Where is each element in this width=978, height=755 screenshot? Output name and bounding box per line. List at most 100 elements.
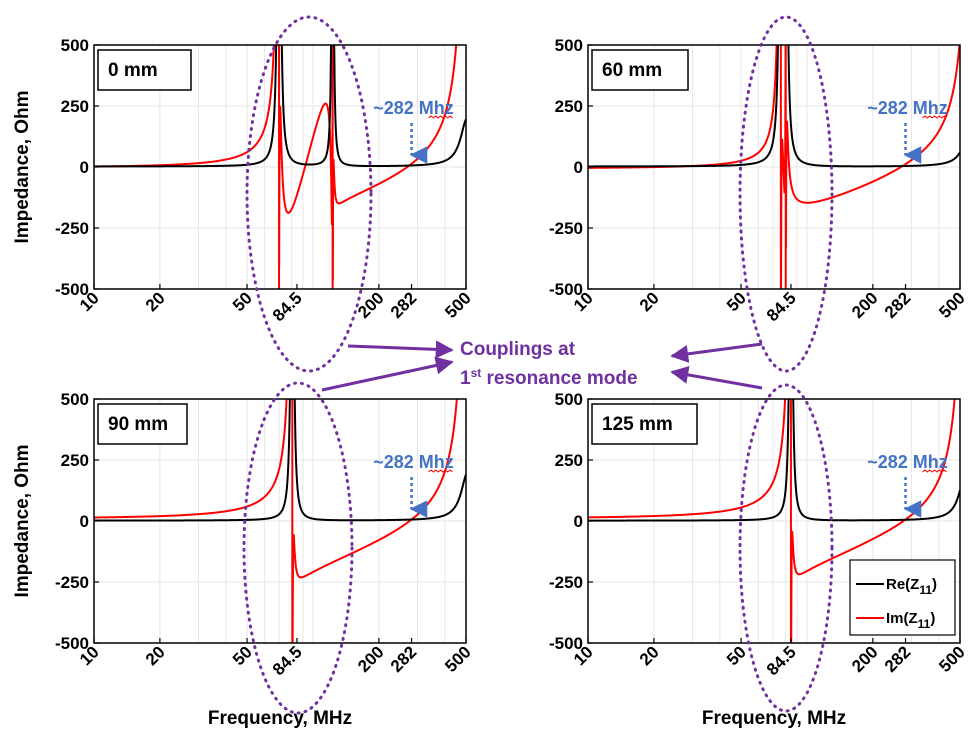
y-axis-label: Impedance, Ohm: [12, 90, 33, 243]
im-z11-line-segment-2: [331, 45, 458, 281]
x-tick-label: 282: [387, 642, 420, 675]
y-tick-label: 250: [61, 97, 89, 116]
legend-entry: Im(Z11): [886, 610, 935, 631]
spellcheck-squiggle: [922, 469, 947, 473]
y-axis-label: Impedance, Ohm: [12, 444, 33, 597]
y-tick-label: 0: [80, 158, 89, 177]
legend: Re(Z11) Im(Z11): [849, 559, 956, 636]
x-tick-label: 50: [229, 288, 256, 315]
x-tick-label: 282: [881, 642, 914, 675]
resonance-note: ~282 Mhz: [373, 452, 454, 518]
coupling-arrow-top-right: [670, 342, 763, 363]
resonance-note-text: ~282 Mhz: [373, 98, 454, 118]
re-z11-line: [94, 45, 466, 168]
spellcheck-squiggle: [428, 469, 453, 473]
re-z11-line: [588, 399, 960, 522]
x-tick-label: 50: [229, 642, 256, 669]
y-tick-label: 250: [555, 97, 583, 116]
y-tick-label: 500: [61, 36, 89, 55]
im-z11-line-segment-2: [784, 45, 960, 249]
x-tick-label: 200: [354, 288, 387, 321]
panel-title: 60 mm: [591, 49, 689, 91]
x-tick-label: 84.5: [269, 642, 306, 679]
x-axis-label: Frequency, MHz: [702, 708, 846, 729]
coupling-arrow-top-left: [347, 340, 454, 359]
re-z11-line: [94, 399, 466, 522]
im-z11-line-segment-1: [291, 399, 458, 643]
x-tick-label: 84.5: [763, 288, 800, 325]
coupling-arrow-bottom-right: [670, 365, 763, 390]
panel-title: 0 mm: [97, 49, 192, 91]
x-tick-label: 20: [142, 642, 169, 669]
panel-title-box: [591, 49, 689, 91]
coupling-ellipse: [738, 15, 834, 373]
x-tick-label: 50: [723, 288, 750, 315]
y-tick-label: -500: [55, 280, 89, 299]
coupling-text-line2: 1st resonance mode: [460, 366, 638, 389]
x-tick-label: 500: [441, 642, 474, 675]
y-tick-label: -250: [55, 219, 89, 238]
coupling-ellipse: [738, 383, 834, 713]
x-axis-label: Frequency, MHz: [208, 708, 352, 729]
panel-title-text: 125 mm: [602, 414, 673, 435]
y-tick-label: 500: [555, 36, 583, 55]
panel-title-box: [591, 403, 698, 445]
coupling-text-line1: Couplings at: [460, 339, 576, 360]
y-tick-label: 500: [555, 390, 583, 409]
im-z11-line-segment-1: [790, 399, 956, 643]
coupling-ellipse: [242, 381, 354, 715]
y-tick-label: -500: [549, 634, 583, 653]
im-z11-line-segment-0: [94, 399, 288, 519]
spellcheck-squiggle: [428, 115, 453, 119]
x-tick-label: 84.5: [763, 642, 800, 679]
coupling-arrow-bottom-left: [321, 356, 454, 392]
y-tick-label: -500: [55, 634, 89, 653]
coupling-annotation: Couplings at 1st resonance mode: [321, 339, 763, 392]
y-tick-label: -250: [549, 573, 583, 592]
panel-title: 125 mm: [591, 403, 698, 445]
y-tick-label: -250: [549, 219, 583, 238]
resonance-note: ~282 Mhz: [867, 452, 948, 518]
panel-title-box: [97, 49, 192, 91]
resonance-note-text: ~282 Mhz: [867, 452, 948, 472]
x-tick-label: 20: [142, 288, 169, 315]
x-tick-label: 282: [387, 288, 420, 321]
y-tick-label: 250: [555, 451, 583, 470]
y-tick-label: -500: [549, 280, 583, 299]
y-tick-label: 0: [574, 158, 583, 177]
x-tick-label: 20: [636, 642, 663, 669]
panel-title-text: 0 mm: [108, 60, 158, 81]
x-tick-label: 20: [636, 288, 663, 315]
panel-title-text: 90 mm: [108, 414, 168, 435]
y-tick-label: 0: [80, 512, 89, 531]
y-tick-label: 250: [61, 451, 89, 470]
re-z11-line: [588, 45, 960, 168]
x-tick-label: 50: [723, 642, 750, 669]
panel-title-box: [97, 403, 188, 445]
im-z11-line-segment-0: [588, 399, 787, 519]
x-tick-label: 282: [881, 288, 914, 321]
panel-title-text: 60 mm: [602, 60, 662, 81]
legend-box: [849, 559, 956, 636]
y-tick-label: -250: [55, 573, 89, 592]
resonance-note-text: ~282 Mhz: [373, 452, 454, 472]
legend-entry: Re(Z11): [886, 576, 937, 597]
resonance-note-text: ~282 Mhz: [867, 98, 948, 118]
x-tick-label: 500: [935, 288, 968, 321]
x-tick-label: 200: [848, 288, 881, 321]
coupling-ellipse: [245, 15, 373, 373]
x-tick-label: 500: [441, 288, 474, 321]
x-tick-label: 200: [848, 642, 881, 675]
panel-title: 90 mm: [97, 403, 188, 445]
x-tick-label: 84.5: [269, 288, 306, 325]
spellcheck-squiggle: [922, 115, 947, 119]
x-tick-label: 500: [935, 642, 968, 675]
resonance-note: ~282 Mhz: [867, 98, 948, 164]
y-tick-label: 500: [61, 390, 89, 409]
im-z11-line-segment-1: [780, 45, 787, 289]
